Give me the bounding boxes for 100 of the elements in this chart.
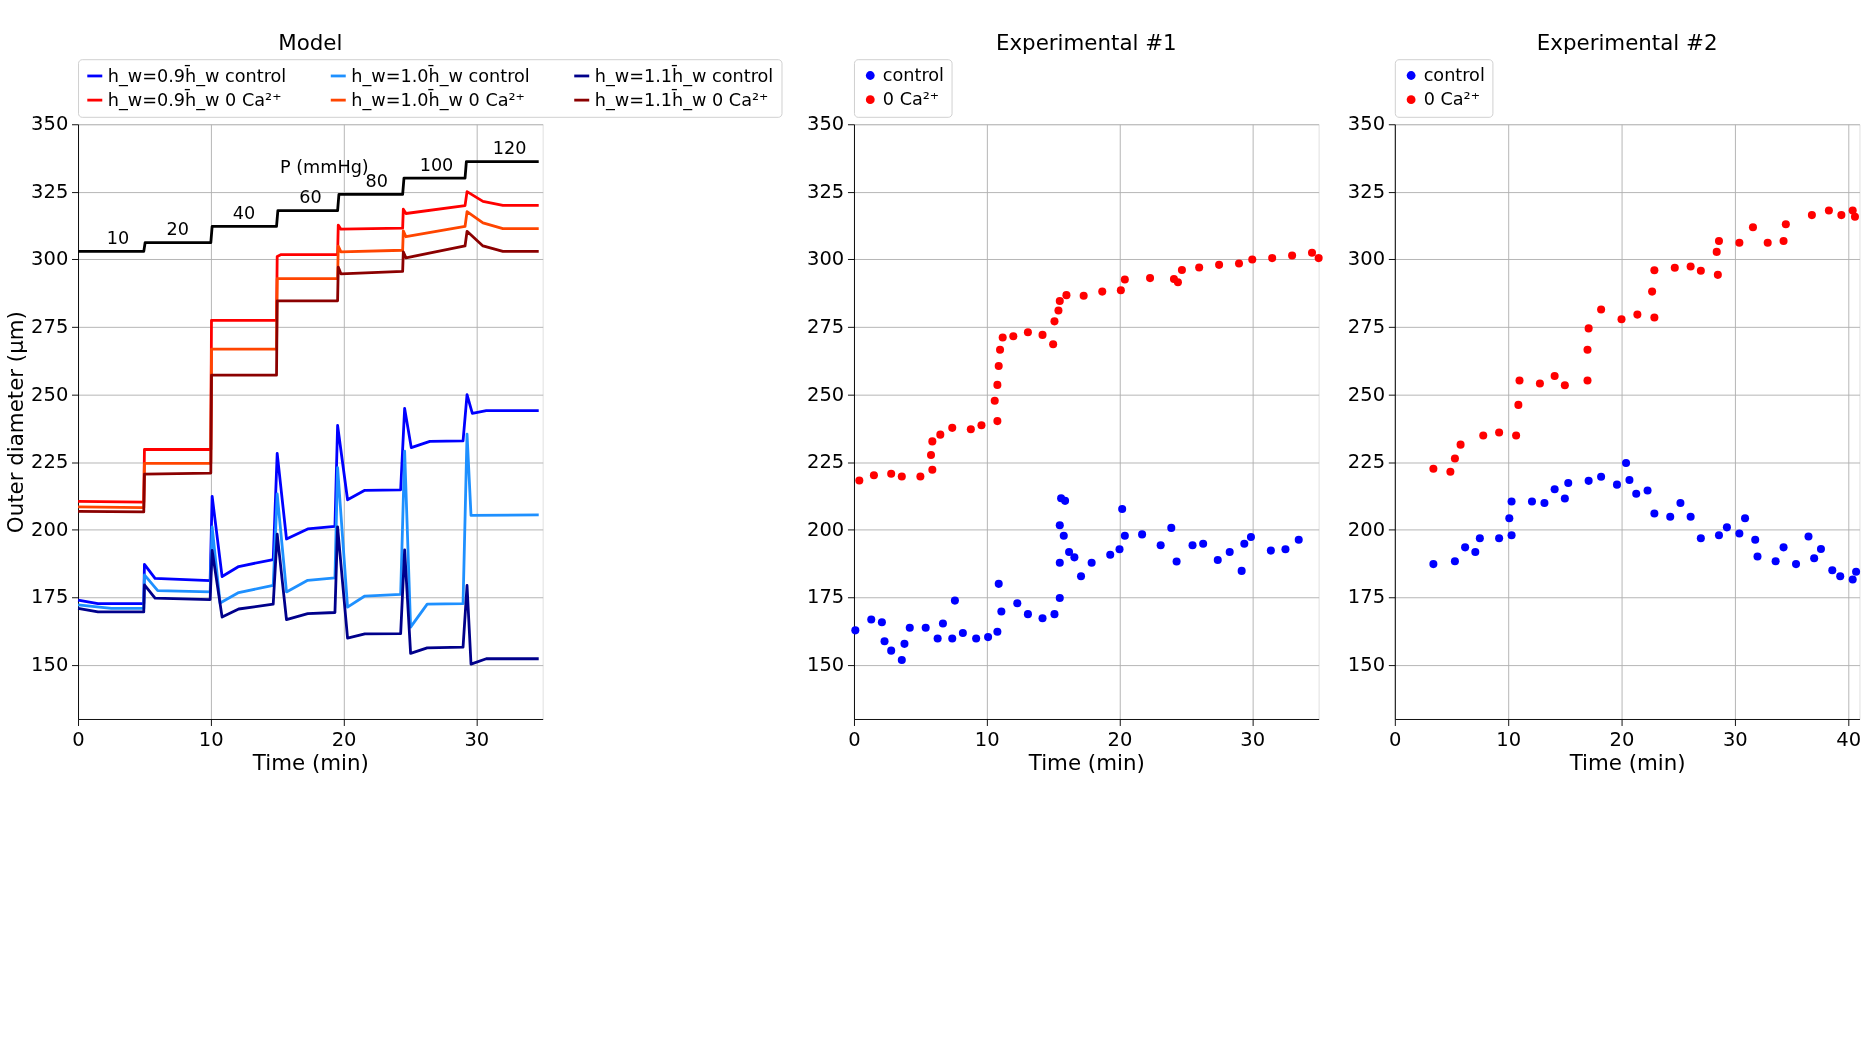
point [1505, 514, 1514, 523]
point [1268, 254, 1277, 263]
point [1055, 521, 1064, 530]
point [994, 361, 1003, 370]
point [1666, 512, 1675, 521]
point [1070, 553, 1079, 562]
point [1225, 547, 1234, 556]
point [1686, 512, 1695, 521]
point [1495, 428, 1504, 437]
point [1560, 381, 1569, 390]
point [867, 615, 876, 624]
point [1722, 523, 1731, 532]
point [1009, 332, 1018, 341]
point [1816, 544, 1825, 553]
point [1023, 610, 1032, 619]
point [1079, 291, 1088, 300]
point [1748, 223, 1757, 232]
y-tick-label: 200 [807, 517, 845, 541]
annotation: 60 [299, 187, 322, 208]
point [1810, 554, 1819, 563]
annotation: 10 [106, 227, 130, 248]
point [1751, 535, 1760, 544]
point [1583, 376, 1592, 385]
point [1172, 557, 1181, 566]
point [938, 619, 947, 628]
point [1199, 539, 1208, 548]
x-tick-label: 0 [848, 727, 861, 751]
point [1087, 558, 1096, 567]
chart-title: Experimental #1 [995, 30, 1177, 56]
point [1584, 324, 1593, 333]
y-tick-label: 250 [807, 382, 845, 406]
point [1527, 497, 1536, 506]
point [1507, 531, 1516, 540]
point [887, 469, 896, 478]
chart-title: Model [278, 30, 343, 56]
point [997, 607, 1006, 616]
point [1850, 212, 1859, 221]
point [1560, 494, 1569, 503]
point [1288, 251, 1297, 260]
point [877, 618, 886, 627]
point [1550, 371, 1559, 380]
point [1098, 287, 1107, 296]
x-tick-label: 10 [1496, 727, 1522, 751]
y-tick-label: 250 [31, 382, 69, 406]
point [1237, 566, 1246, 575]
x-tick-label: 40 [1836, 727, 1862, 751]
point [1753, 552, 1762, 561]
point [1807, 211, 1816, 220]
point [1106, 550, 1115, 559]
y-tick-label: 300 [1347, 247, 1386, 271]
point [1771, 557, 1780, 566]
point [1779, 543, 1788, 552]
y-axis-title: Outer diameter (μm) [2, 311, 28, 534]
point [1213, 556, 1222, 565]
point [880, 637, 889, 646]
point [1584, 476, 1593, 485]
point [1049, 340, 1058, 349]
x-tick-label: 20 [331, 727, 357, 751]
point [990, 396, 999, 405]
y-tick-label: 175 [31, 585, 69, 609]
point [1177, 265, 1186, 275]
point [897, 656, 906, 665]
point [1248, 255, 1257, 264]
legend-label: 0 Ca²⁺ [1423, 89, 1481, 110]
x-tick-label: 10 [974, 727, 1000, 751]
point [1597, 472, 1606, 481]
point [851, 626, 860, 635]
point [1461, 543, 1470, 552]
point [1735, 238, 1744, 247]
point [1540, 499, 1549, 508]
annotation: 40 [232, 203, 256, 224]
point [1061, 496, 1070, 505]
point [1696, 266, 1705, 275]
y-tick-label: 275 [31, 315, 69, 339]
point [1023, 328, 1032, 337]
annotation: 20 [166, 219, 189, 240]
point [1741, 514, 1750, 523]
point [1625, 476, 1634, 485]
y-tick-label: 300 [807, 247, 845, 271]
x-tick-label: 10 [198, 727, 224, 751]
legend-label: h_w=0.9h̄_w control [107, 64, 287, 87]
point [1550, 485, 1559, 494]
point [928, 437, 937, 446]
point [1763, 238, 1772, 247]
point [1650, 313, 1659, 322]
point [1617, 315, 1626, 324]
chart-title: Experimental #2 [1536, 30, 1718, 56]
point [936, 430, 945, 439]
point [1686, 262, 1695, 271]
point [1781, 220, 1790, 229]
point [1514, 400, 1523, 409]
x-axis-title: Time (min) [1027, 749, 1145, 775]
point [998, 333, 1007, 342]
point [1648, 287, 1657, 296]
point [1215, 260, 1224, 269]
y-tick-label: 150 [807, 653, 845, 676]
y-tick-label: 200 [1347, 517, 1386, 541]
x-tick-label: 0 [72, 727, 85, 751]
point [897, 472, 906, 481]
point [1173, 278, 1182, 287]
